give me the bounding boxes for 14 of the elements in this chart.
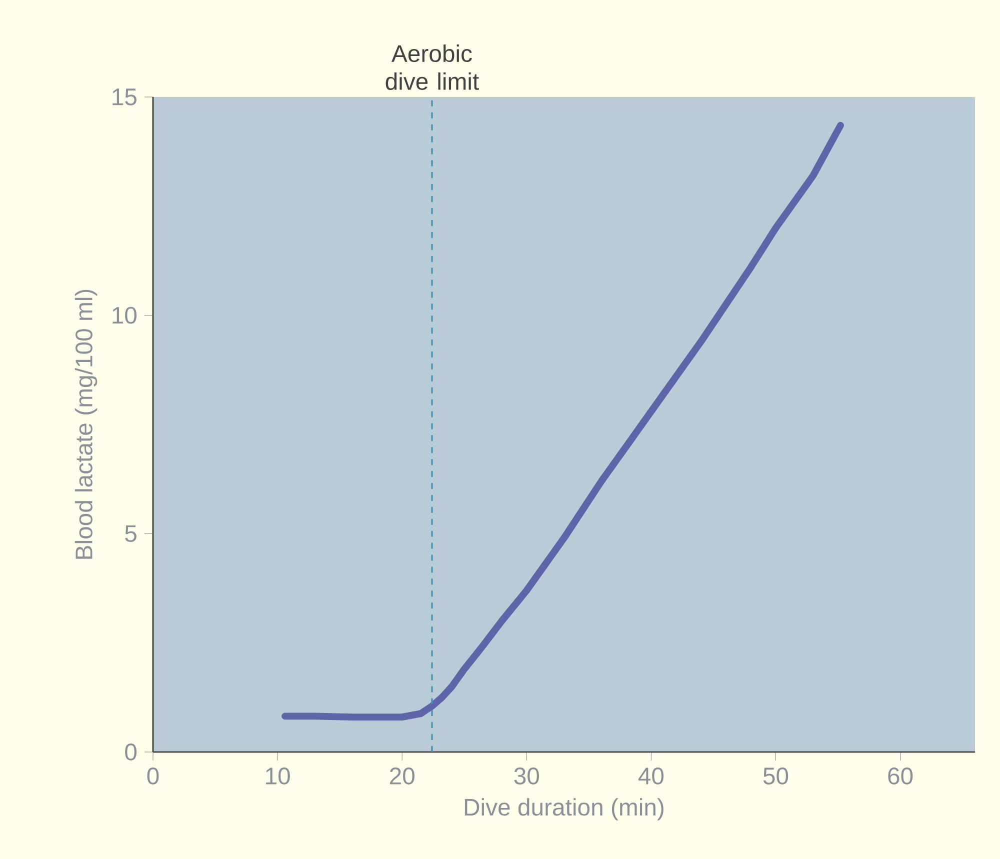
y-tick-label: 15 xyxy=(112,88,136,106)
x-tick-label: 30 xyxy=(514,768,540,784)
x-tick-label: 40 xyxy=(638,768,664,784)
x-axis-title: Dive duration (min) xyxy=(464,798,664,820)
x-tick-label: 20 xyxy=(390,768,414,784)
x-tick-label: 50 xyxy=(763,768,788,784)
x-tick-label: 10 xyxy=(266,768,290,784)
x-tick-label: 0 xyxy=(147,768,159,784)
y-tick-label: 0 xyxy=(125,744,137,760)
ref-line-label: Aerobic dive limit xyxy=(386,44,479,90)
y-axis-title: Blood lactate (mg/100 ml) xyxy=(74,290,98,559)
y-tick-label: 5 xyxy=(125,525,136,542)
y-tick-label: 10 xyxy=(112,306,137,324)
x-tick-label: 60 xyxy=(888,768,913,784)
